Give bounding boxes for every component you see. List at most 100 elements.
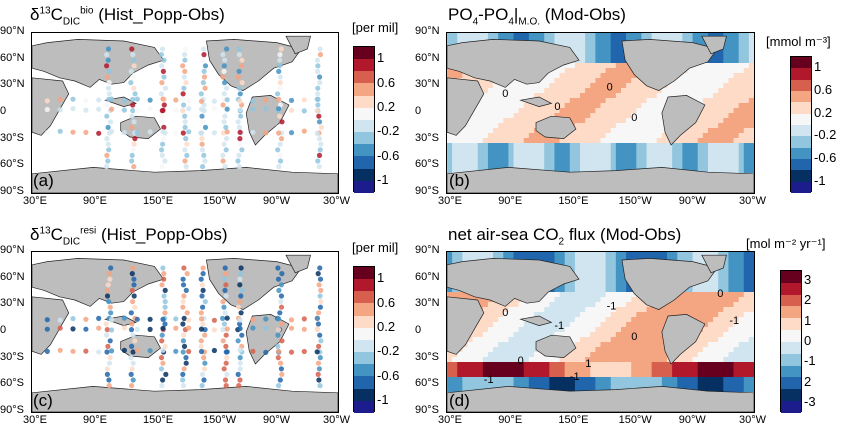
field-cell (595, 63, 601, 69)
station-dot (224, 326, 230, 332)
field-cell (631, 302, 637, 308)
field-cell (580, 143, 586, 149)
field-cell (533, 33, 540, 39)
field-cell (554, 302, 560, 308)
field-cell (631, 73, 637, 79)
field-cell (707, 347, 714, 353)
station-dot (200, 164, 206, 170)
field-cell (487, 153, 494, 159)
field-cell (631, 317, 637, 323)
field-cell (508, 128, 514, 134)
field-cell (498, 327, 504, 333)
field-cell (452, 68, 458, 74)
field-cell (626, 337, 632, 343)
field-cell (554, 98, 560, 104)
field-cell (626, 153, 632, 159)
field-cell (615, 277, 622, 283)
field-cell (728, 362, 734, 368)
field-cell (569, 138, 576, 144)
station-dot (263, 97, 269, 103)
station-dot (130, 360, 136, 366)
field-cell (631, 332, 637, 338)
field-cell (477, 382, 484, 388)
field-cell (559, 257, 566, 263)
field-cell (513, 327, 520, 333)
colorbar-swatch (354, 71, 374, 84)
field-cell (707, 63, 714, 69)
field-cell (615, 262, 622, 268)
field-cell (733, 133, 740, 139)
station-dot (105, 85, 112, 91)
field-cell (707, 252, 714, 258)
field-cell (723, 352, 729, 358)
station-dot (211, 347, 217, 354)
colorbar-label: -1 (377, 391, 389, 407)
field-cell (472, 382, 479, 388)
station-dot (236, 152, 242, 158)
field-cell (723, 297, 729, 303)
field-cell (513, 372, 520, 378)
field-cell (743, 372, 750, 378)
field-cell (564, 158, 571, 164)
field-cell (487, 98, 494, 104)
field-cell (554, 153, 560, 159)
station-dot (237, 282, 243, 288)
field-cell (595, 93, 601, 99)
field-cell (748, 347, 754, 353)
field-cell (610, 282, 617, 288)
field-cell (631, 138, 637, 144)
field-cell (508, 372, 514, 378)
field-cell (452, 367, 458, 373)
field-cell (605, 267, 612, 273)
field-cell (498, 252, 504, 258)
field-cell (544, 292, 550, 298)
field-cell (569, 377, 576, 383)
field-cell (580, 377, 586, 383)
field-cell (513, 113, 520, 119)
field-cell (564, 297, 571, 303)
field-cell (554, 33, 560, 39)
field-cell (738, 377, 745, 383)
field-cell (585, 98, 591, 104)
field-cell (631, 113, 637, 119)
field-cell (733, 317, 740, 323)
field-cell (748, 138, 754, 144)
field-cell (452, 138, 458, 144)
field-cell (615, 252, 622, 258)
field-cell (738, 317, 745, 323)
field-cell (590, 257, 596, 263)
field-cell (707, 123, 714, 129)
field-cell (554, 307, 560, 313)
station-dot (107, 276, 113, 282)
field-cell (651, 103, 658, 109)
field-cell (748, 292, 754, 298)
field-cell (738, 342, 745, 348)
field-cell (682, 302, 688, 308)
field-cell (626, 123, 632, 129)
field-cell (661, 143, 668, 149)
field-cell (472, 143, 479, 149)
field-cell (610, 277, 617, 283)
field-cell (615, 153, 622, 159)
field-cell (549, 377, 555, 383)
field-cell (687, 83, 693, 89)
field-cell (707, 287, 714, 293)
field-cell (641, 148, 647, 154)
contour-label: -1 (607, 301, 617, 313)
station-dot (237, 98, 243, 104)
field-cell (697, 287, 704, 293)
station-dot (288, 107, 295, 113)
field-cell (600, 103, 607, 109)
field-cell (462, 38, 468, 44)
field-cell (477, 103, 484, 109)
field-cell (513, 118, 520, 124)
field-cell (574, 118, 581, 124)
station-dot (201, 366, 208, 372)
field-cell (656, 307, 663, 313)
field-cell (590, 292, 596, 298)
field-cell (574, 108, 581, 114)
field-cell (513, 103, 520, 109)
field-cell (702, 327, 709, 333)
field-cell (702, 73, 709, 79)
field-cell (610, 118, 617, 124)
